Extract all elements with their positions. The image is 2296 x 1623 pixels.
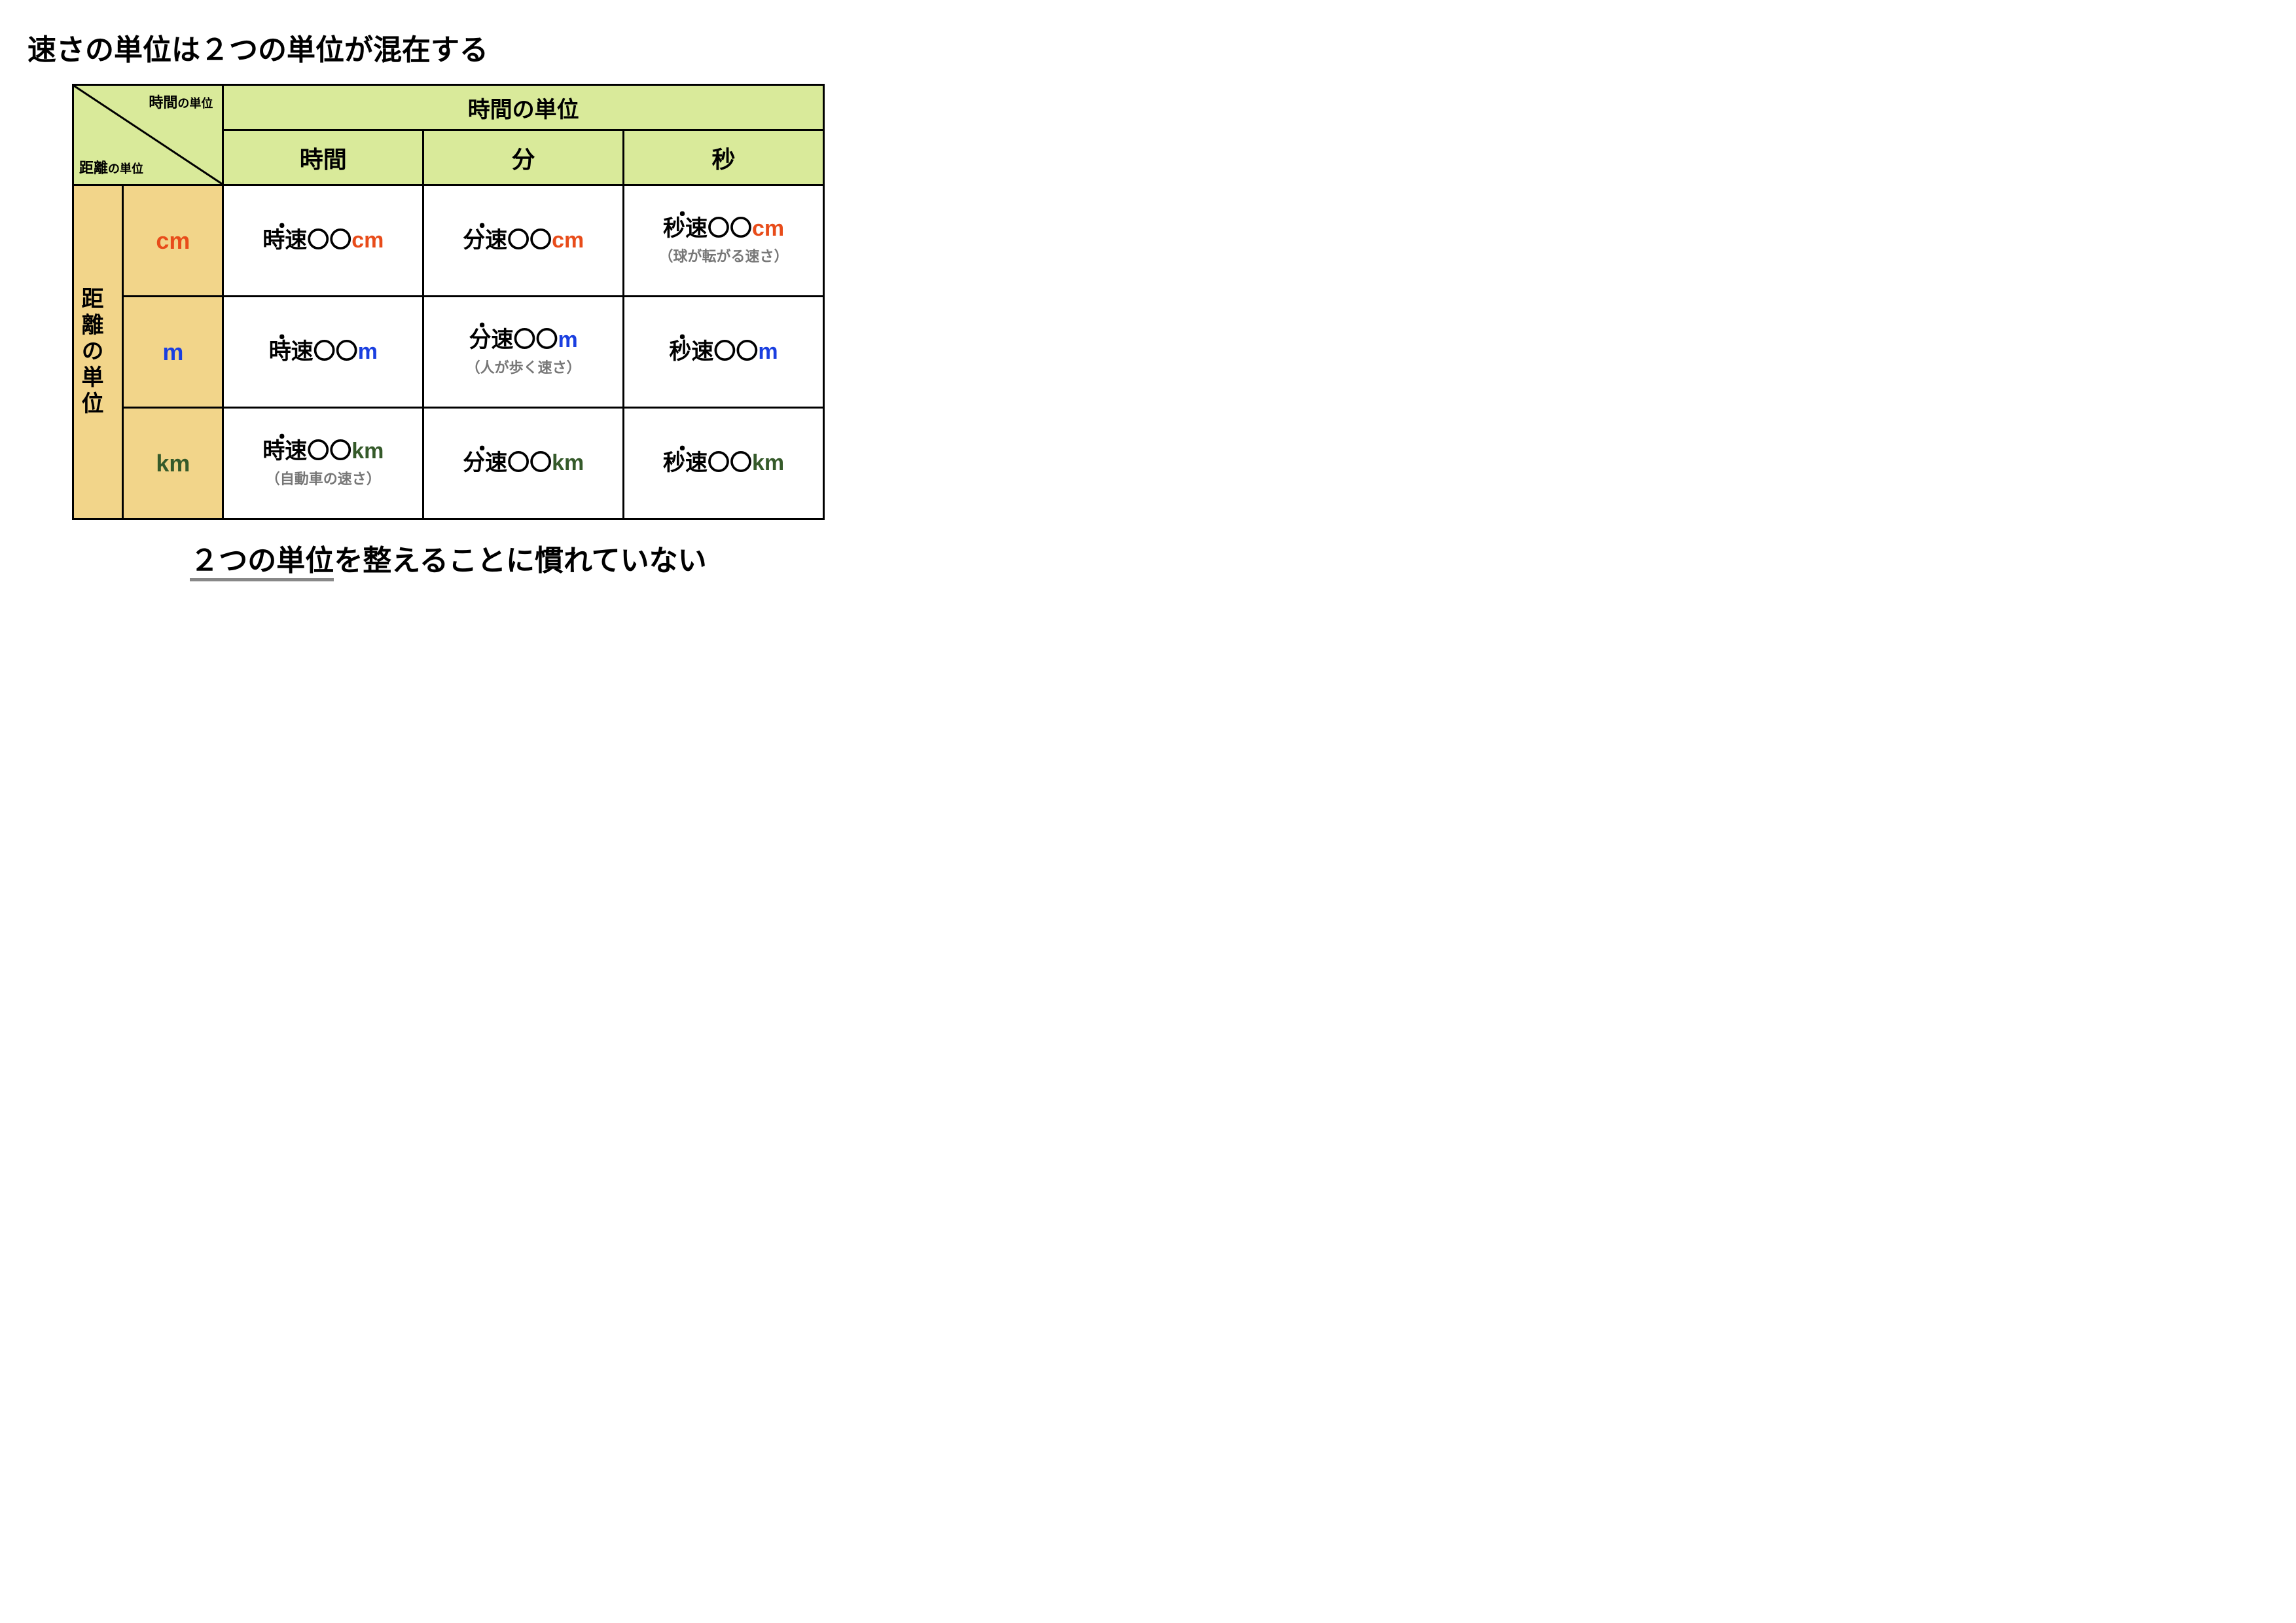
time-group-header: 時間の単位 xyxy=(223,85,824,130)
diagonal-header-cell: 時間の単位 距離の単位 xyxy=(73,85,223,185)
time-col-header-0: 時間 xyxy=(223,130,423,185)
time-col-header-2: 秒 xyxy=(624,130,824,185)
diag-lower-label: 距離の単位 xyxy=(79,156,143,177)
diag-upper-label: 時間の単位 xyxy=(149,91,213,112)
units-table-container: 時間の単位 距離の単位 時間の単位 時間 分 秒 距離の単位 cm ・ xyxy=(72,84,825,520)
dist-row-header-cm: cm xyxy=(123,185,223,297)
dist-group-header: 距離の単位 xyxy=(73,185,123,519)
dist-row-header-m: m xyxy=(123,297,223,408)
page-title: 速さの単位は２つの単位が混在する xyxy=(27,26,877,68)
cell-m-min: ・ 分速〇〇m （人が歩く速さ） xyxy=(423,297,624,408)
footer-text: ２つの単位を整えることに慣れていない xyxy=(20,537,877,579)
cell-cm-hour: ・ 時速〇〇cm xyxy=(223,185,423,297)
dist-row-header-km: km xyxy=(123,408,223,519)
cell-m-hour: ・ 時速〇〇m xyxy=(223,297,423,408)
cell-cm-min: ・ 分速〇〇cm xyxy=(423,185,624,297)
cell-km-min: ・ 分速〇〇km xyxy=(423,408,624,519)
cell-m-sec: ・ 秒速〇〇m xyxy=(624,297,824,408)
cell-cm-sec: ・ 秒速〇〇cm （球が転がる速さ） xyxy=(624,185,824,297)
units-table: 時間の単位 距離の単位 時間の単位 時間 分 秒 距離の単位 cm ・ xyxy=(72,84,825,520)
cell-km-hour: ・ 時速〇〇km （自動車の速さ） xyxy=(223,408,423,519)
time-col-header-1: 分 xyxy=(423,130,624,185)
cell-km-sec: ・ 秒速〇〇km xyxy=(624,408,824,519)
